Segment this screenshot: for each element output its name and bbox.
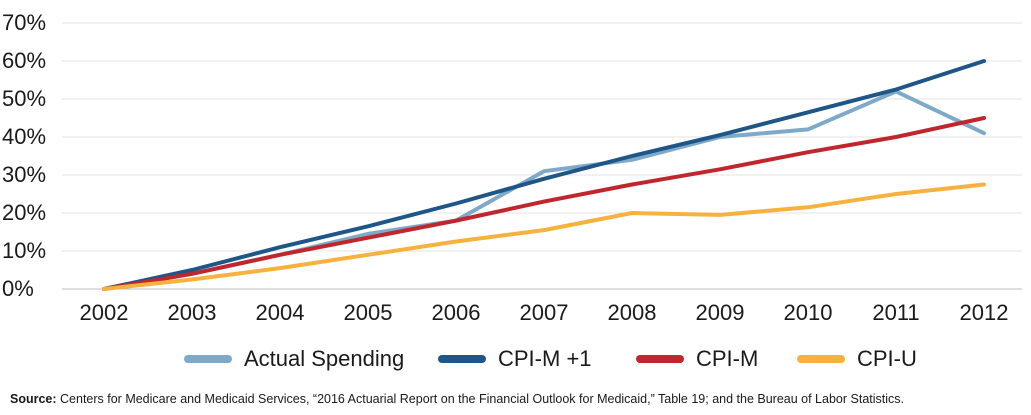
- x-tick-label: 2009: [696, 300, 745, 325]
- x-tick-label: 2002: [80, 300, 129, 325]
- y-tick-label: 40%: [2, 124, 46, 149]
- source-text: Centers for Medicare and Medicaid Servic…: [56, 392, 904, 406]
- legend-item: CPI-M: [636, 344, 758, 374]
- x-tick-label: 2004: [256, 300, 305, 325]
- line-chart: 0% 10% 20% 30% 40% 50% 60% 70% 2002 2003 2004 2005…: [2, 10, 1022, 325]
- x-axis-ticks: 2002 2003 2004 2005 2006 2007 2008 2009 2010 2011…: [80, 300, 1009, 325]
- gridlines: [62, 22, 1022, 290]
- legend-swatch: [184, 355, 232, 363]
- source-label: Source:: [10, 392, 57, 406]
- y-tick-label: 60%: [2, 48, 46, 73]
- x-tick-label: 2010: [784, 300, 833, 325]
- y-tick-label: 50%: [2, 86, 46, 111]
- source-note: Source: Centers for Medicare and Medicai…: [10, 392, 904, 406]
- series-line-cpi-m-1: [102, 59, 986, 291]
- x-tick-label: 2008: [608, 300, 657, 325]
- legend-label: CPI-U: [857, 346, 917, 371]
- y-tick-label: 70%: [2, 10, 46, 35]
- x-tick-label: 2012: [960, 300, 1009, 325]
- x-tick-label: 2007: [520, 300, 569, 325]
- legend-label: Actual Spending: [244, 346, 405, 371]
- y-tick-label: 20%: [2, 200, 46, 225]
- series-line-cpi-m: [102, 116, 986, 291]
- x-tick-label: 2005: [344, 300, 393, 325]
- x-tick-label: 2006: [432, 300, 481, 325]
- legend-item: CPI-U: [797, 344, 917, 374]
- y-tick-label: 30%: [2, 162, 46, 187]
- legend-item: Actual Spending: [184, 344, 404, 374]
- legend-label: CPI-M +1: [498, 346, 592, 371]
- legend-swatch: [438, 355, 486, 363]
- series-line-cpi-u: [102, 182, 986, 291]
- y-axis-ticks: 0% 10% 20% 30% 40% 50% 60% 70%: [2, 10, 46, 301]
- legend-swatch: [797, 355, 845, 363]
- legend-label: CPI-M: [696, 346, 759, 371]
- legend-item: CPI-M +1: [438, 344, 592, 374]
- legend-swatch: [636, 355, 684, 363]
- series-lines: [102, 59, 986, 291]
- y-tick-label: 10%: [2, 238, 46, 263]
- x-tick-label: 2003: [168, 300, 217, 325]
- x-tick-label: 2011: [872, 300, 919, 325]
- y-tick-label: 0%: [2, 276, 34, 301]
- legend: Actual Spending CPI-M +1 CPI-M CPI-U: [0, 344, 1031, 374]
